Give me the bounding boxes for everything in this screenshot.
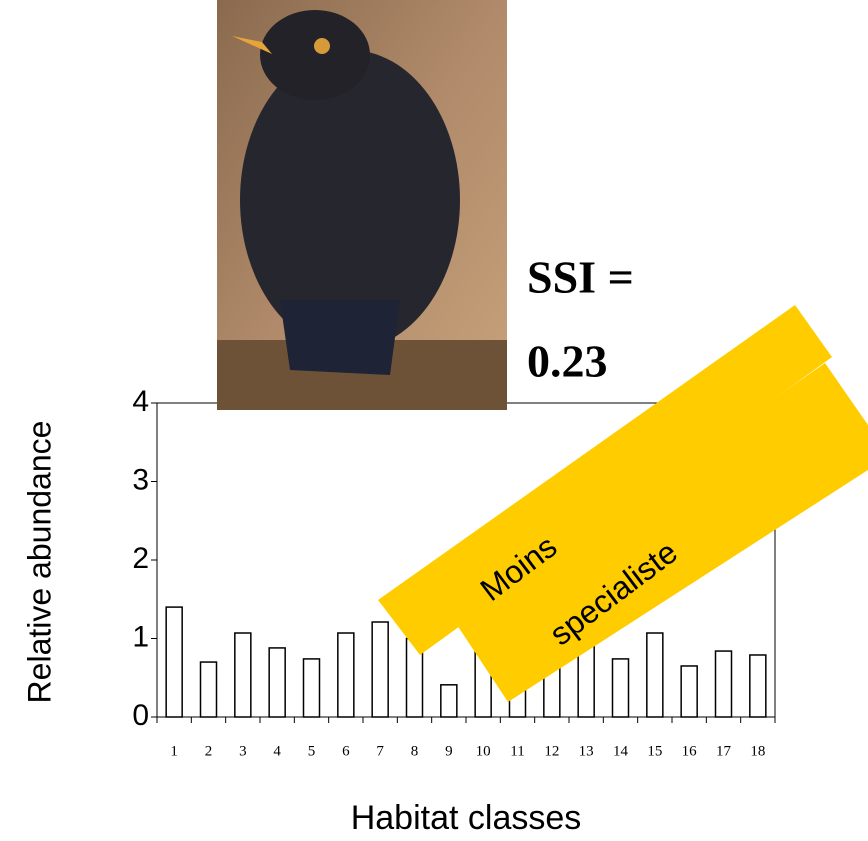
bar (371, 621, 389, 718)
x-axis-label: Habitat classes (351, 799, 582, 837)
bird-tail (280, 300, 400, 375)
x-tick-label: 1 (170, 743, 178, 759)
x-tick-label: 4 (273, 743, 281, 759)
x-tick-label: 7 (376, 743, 384, 759)
x-tick-label: 13 (579, 743, 594, 759)
bar (749, 654, 767, 718)
bar (199, 661, 218, 718)
bird-eye (314, 38, 330, 54)
bar (234, 632, 252, 718)
y-tick-label: 2 (132, 542, 149, 575)
annotation: 0.23 (527, 336, 608, 387)
banner (378, 305, 868, 702)
bird-photo (217, 0, 507, 410)
bar (337, 632, 355, 718)
bar (440, 684, 458, 718)
x-tick-label: 18 (750, 743, 765, 759)
bar (268, 647, 286, 718)
bird-head (260, 10, 370, 100)
x-tick-label: 6 (342, 743, 350, 759)
x-tick-label: 11 (510, 743, 524, 759)
y-tick-label: 3 (132, 463, 149, 496)
bar (611, 658, 630, 718)
x-tick-label: 15 (647, 743, 662, 759)
x-tick-label: 12 (544, 743, 559, 759)
x-tick-label: 14 (613, 743, 629, 759)
banner-shape (455, 363, 868, 702)
y-axis-label: Relative abundance (21, 421, 57, 704)
bar (714, 650, 733, 718)
bar (680, 665, 698, 718)
x-tick-label: 3 (239, 743, 247, 759)
x-tick-label: 8 (411, 743, 419, 759)
bar (302, 658, 321, 718)
x-tick-label: 5 (308, 743, 316, 759)
banner-shape (378, 305, 832, 655)
y-tick-label: 4 (132, 385, 149, 418)
annotation: SSI = (527, 252, 634, 303)
x-tick-label: 2 (205, 743, 213, 759)
y-tick-label: 0 (132, 699, 149, 732)
x-tick-label: 16 (682, 743, 698, 759)
y-tick-label: 1 (132, 620, 149, 653)
x-tick-label: 17 (716, 743, 732, 759)
x-tick-label: 10 (476, 743, 491, 759)
x-tick-label: 9 (445, 743, 453, 759)
bird-body (240, 50, 460, 350)
bar (165, 606, 183, 718)
bar (646, 632, 664, 718)
bird-beak (232, 36, 272, 54)
